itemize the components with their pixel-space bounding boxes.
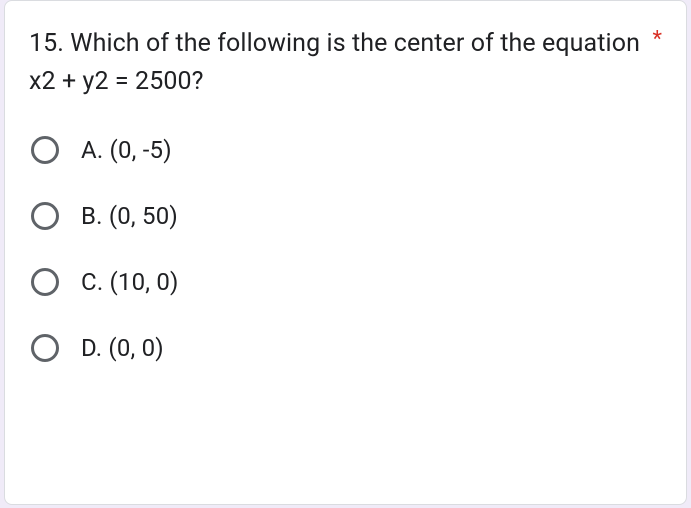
option-b[interactable]: B. (0, 50): [31, 202, 662, 230]
radio-icon: [31, 334, 59, 362]
question-row: 15. Which of the following is the center…: [29, 25, 662, 100]
option-d[interactable]: D. (0, 0): [31, 334, 662, 362]
option-a[interactable]: A. (0, -5): [31, 136, 662, 164]
option-c[interactable]: C. (10, 0): [31, 268, 662, 296]
radio-icon: [31, 136, 59, 164]
question-text: 15. Which of the following is the center…: [29, 25, 643, 100]
options-group: A. (0, -5) B. (0, 50) C. (10, 0) D. (0, …: [29, 136, 662, 362]
radio-icon: [31, 268, 59, 296]
question-card: 15. Which of the following is the center…: [4, 0, 687, 505]
option-label: D. (0, 0): [81, 334, 164, 362]
radio-icon: [31, 202, 59, 230]
required-marker: *: [653, 27, 662, 52]
option-label: B. (0, 50): [81, 202, 178, 230]
option-label: C. (10, 0): [81, 268, 179, 296]
option-label: A. (0, -5): [81, 136, 172, 164]
